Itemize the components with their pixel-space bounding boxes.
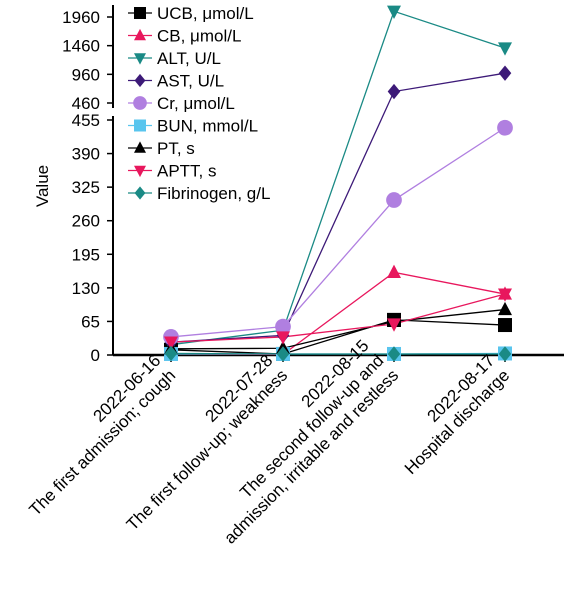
legend-item: ALT, U/L bbox=[128, 49, 221, 68]
legend-marker bbox=[134, 73, 146, 88]
y-tick-label: 260 bbox=[72, 212, 100, 231]
legend: UCB, μmol/L CB, μmol/L ALT, U/L AST, U/L Cr,… bbox=[128, 4, 270, 203]
legend-marker bbox=[134, 119, 146, 132]
series-markers bbox=[163, 5, 513, 362]
data-point bbox=[498, 42, 512, 56]
legend-marker bbox=[134, 7, 146, 19]
y-tick-label: 130 bbox=[72, 279, 100, 298]
data-point bbox=[164, 336, 178, 350]
legend-marker bbox=[134, 28, 146, 41]
series-line-4 bbox=[170, 127, 506, 338]
legend-marker bbox=[134, 141, 146, 153]
legend-label: CB, μmol/L bbox=[157, 27, 241, 46]
y-tick-label: 460 bbox=[72, 94, 100, 113]
legend-item: PT, s bbox=[128, 139, 195, 158]
legend-marker bbox=[134, 165, 146, 178]
data-point bbox=[164, 345, 178, 362]
y-tick-label: 0 bbox=[91, 346, 100, 365]
data-point bbox=[387, 346, 401, 362]
axis-break-gap bbox=[103, 108, 123, 116]
y-tick-label: 390 bbox=[72, 145, 100, 164]
legend-marker bbox=[134, 53, 146, 65]
y-tick-label: 455 bbox=[72, 111, 100, 130]
legend-label: Cr, μmol/L bbox=[157, 94, 235, 113]
data-point bbox=[276, 346, 290, 362]
data-point bbox=[497, 119, 513, 136]
legend-item: UCB, μmol/L bbox=[128, 4, 254, 23]
data-point bbox=[386, 192, 402, 208]
legend-label: ALT, U/L bbox=[157, 49, 221, 68]
legend-label: Fibrinogen, g/L bbox=[157, 184, 270, 203]
legend-label: BUN, mmol/L bbox=[157, 117, 258, 136]
y-tick-label: 1460 bbox=[62, 37, 100, 56]
legend-item: AST, U/L bbox=[128, 72, 224, 91]
legend-label: UCB, μmol/L bbox=[157, 4, 254, 23]
series-layer bbox=[163, 5, 513, 362]
y-tick-label: 195 bbox=[72, 245, 100, 264]
series-line-1 bbox=[170, 271, 506, 356]
y-axis-label: Value bbox=[33, 165, 52, 207]
data-point bbox=[498, 65, 512, 81]
series-lines bbox=[170, 10, 506, 356]
data-point bbox=[498, 346, 512, 362]
y-tick-label: 960 bbox=[72, 65, 100, 84]
legend-item: CB, μmol/L bbox=[128, 27, 241, 46]
legend-label: PT, s bbox=[157, 139, 195, 158]
legend-item: BUN, mmol/L bbox=[128, 117, 258, 136]
legend-item: Cr, μmol/L bbox=[128, 94, 235, 113]
legend-marker bbox=[134, 186, 146, 200]
data-point bbox=[498, 318, 512, 333]
data-point bbox=[387, 83, 401, 100]
series-line-3 bbox=[170, 72, 506, 343]
legend-item: APTT, s bbox=[128, 162, 217, 181]
legend-marker bbox=[133, 96, 147, 110]
legend-label: AST, U/L bbox=[157, 72, 224, 91]
series-line-2 bbox=[170, 10, 506, 346]
data-point bbox=[275, 318, 291, 335]
series-line-6 bbox=[170, 308, 506, 350]
series-line-0 bbox=[170, 319, 506, 355]
data-point bbox=[387, 5, 401, 19]
legend-label: APTT, s bbox=[157, 162, 217, 181]
y-tick-label: 65 bbox=[81, 312, 100, 331]
y-tick-label: 325 bbox=[72, 178, 100, 197]
data-point bbox=[498, 301, 512, 316]
series-line-7 bbox=[170, 293, 506, 343]
data-point bbox=[387, 264, 401, 278]
series-line-8 bbox=[170, 352, 505, 355]
data-point bbox=[498, 288, 512, 302]
data-point bbox=[276, 331, 290, 345]
data-point bbox=[387, 318, 401, 332]
y-tick-label: 1960 bbox=[62, 8, 100, 27]
legend-item: Fibrinogen, g/L bbox=[128, 184, 270, 203]
